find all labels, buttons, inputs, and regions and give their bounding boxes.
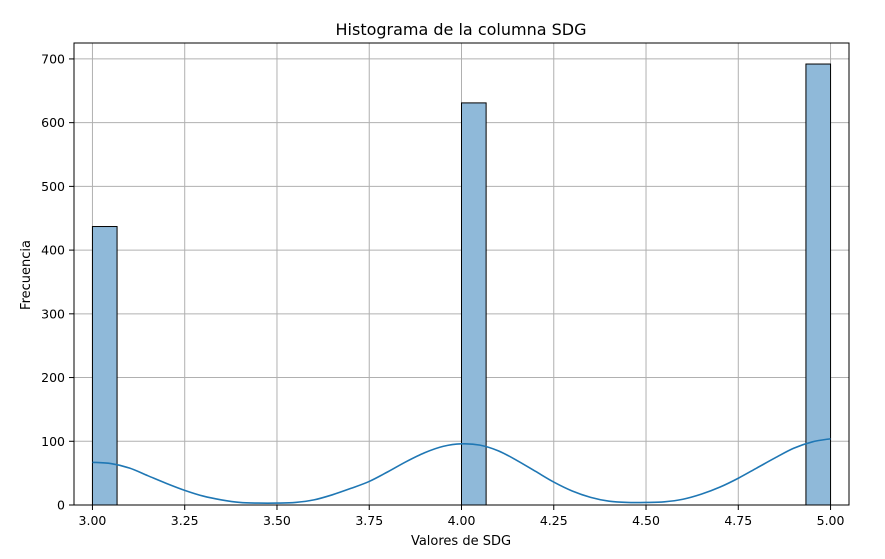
x-tick-label: 3.50 — [263, 513, 291, 528]
x-axis-ticks: 3.00 3.25 3.50 3.75 4.00 4.25 4.50 4.75 5.00 — [79, 505, 845, 528]
x-tick-label: 4.75 — [724, 513, 752, 528]
x-tick-label: 4.50 — [632, 513, 660, 528]
chart-title: Histograma de la columna SDG — [336, 20, 587, 39]
y-tick-label: 100 — [41, 434, 65, 449]
y-tick-label: 600 — [41, 115, 65, 130]
y-tick-label: 0 — [57, 498, 65, 513]
y-tick-label: 200 — [41, 370, 65, 385]
y-tick-label: 700 — [41, 51, 65, 66]
x-tick-label: 4.00 — [448, 513, 476, 528]
histogram-bar — [461, 102, 487, 506]
x-tick-label: 4.25 — [540, 513, 568, 528]
bars — [91, 63, 832, 506]
x-axis-label: Valores de SDG — [411, 534, 511, 549]
y-axis-ticks: 0 100 200 300 400 500 600 700 — [41, 51, 74, 513]
y-axis-label: Frecuencia — [19, 240, 34, 310]
x-tick-label: 3.00 — [79, 513, 107, 528]
y-tick-label: 300 — [41, 306, 65, 321]
kde-line — [92, 437, 831, 504]
x-tick-label: 3.75 — [355, 513, 383, 528]
x-tick-label: 5.00 — [817, 513, 845, 528]
histogram-bar — [805, 63, 832, 506]
kde-curve — [92, 437, 831, 504]
x-tick-label: 3.25 — [171, 513, 199, 528]
histogram-bar — [91, 226, 118, 506]
y-tick-label: 500 — [41, 179, 65, 194]
y-tick-label: 400 — [41, 243, 65, 258]
